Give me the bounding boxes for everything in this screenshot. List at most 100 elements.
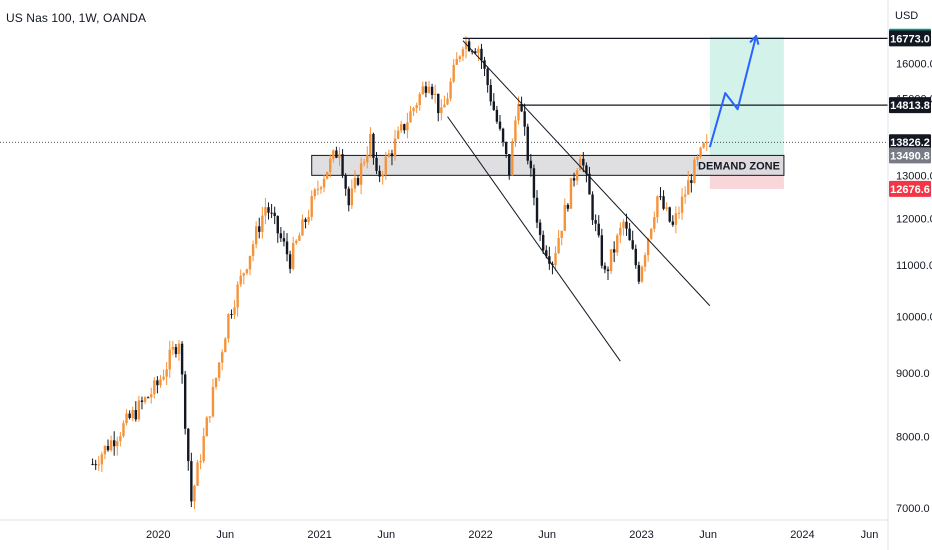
candle-body <box>375 157 378 171</box>
candle-body <box>541 234 545 251</box>
x-tick-label: Jun <box>216 529 234 541</box>
candle-body <box>683 194 687 197</box>
candle-body <box>418 94 421 105</box>
candle <box>227 313 230 343</box>
candle <box>264 197 267 225</box>
candle <box>452 59 455 84</box>
candle <box>174 343 178 358</box>
candle <box>619 222 622 244</box>
candle-body <box>501 128 505 143</box>
candle-body <box>329 158 332 172</box>
stop-badge-text: 12676.6 <box>890 184 930 196</box>
candle-body <box>146 397 150 399</box>
candle-body <box>119 436 122 442</box>
candle-body <box>91 463 94 465</box>
candle <box>406 112 409 139</box>
candle <box>538 219 542 242</box>
projection-arrowhead <box>749 34 760 45</box>
candle-body <box>159 379 162 386</box>
candle-body <box>529 160 533 169</box>
candle-body <box>471 51 474 53</box>
candle-body <box>396 130 400 139</box>
candle-body <box>526 126 529 161</box>
candle-body <box>276 216 279 234</box>
candle-body <box>372 133 375 158</box>
candle-body <box>356 177 360 185</box>
candle <box>116 436 119 456</box>
candle-body <box>563 204 566 231</box>
candle <box>582 152 585 173</box>
candle-body <box>520 104 523 112</box>
candle <box>569 178 573 209</box>
candle <box>369 127 372 158</box>
candle <box>384 151 387 180</box>
candle-body <box>316 189 320 191</box>
candle <box>359 157 363 195</box>
candle <box>298 232 301 242</box>
candle-body <box>282 238 286 242</box>
candle <box>177 339 181 361</box>
candle-body <box>224 338 227 353</box>
candle <box>699 146 702 159</box>
candle-body <box>582 158 585 166</box>
candle-body <box>137 400 141 420</box>
candle-body <box>150 394 153 398</box>
y-tick-label: 12000.0 <box>896 213 932 225</box>
candle <box>295 239 298 245</box>
candle-body <box>653 217 656 229</box>
candle-body <box>254 226 258 245</box>
candle-body <box>665 207 668 209</box>
y-tick-label: 13000.0 <box>896 170 932 182</box>
candle <box>171 340 175 356</box>
candle-body <box>575 170 579 181</box>
candle-body <box>217 362 221 378</box>
candle <box>665 202 668 212</box>
y-tick-label: 8000.0 <box>896 431 930 443</box>
candle-body <box>616 235 619 253</box>
candle <box>529 154 533 177</box>
candle <box>433 84 437 104</box>
candle <box>183 370 187 435</box>
candle <box>650 228 653 241</box>
candle <box>143 395 147 405</box>
candle-body <box>94 464 97 466</box>
candle-body <box>387 153 391 157</box>
candle <box>224 337 227 353</box>
candle <box>557 229 560 254</box>
candle-body <box>353 177 357 189</box>
candle-body <box>393 138 397 157</box>
candle <box>566 203 570 212</box>
level-badge-bg <box>889 97 931 114</box>
candle <box>541 230 545 254</box>
candle <box>134 401 137 422</box>
candle <box>254 221 258 249</box>
candle-body <box>162 376 165 380</box>
candle-body <box>233 307 236 315</box>
candle <box>424 81 428 98</box>
candle <box>304 217 307 229</box>
candle <box>508 153 511 180</box>
candle <box>261 206 264 239</box>
candle <box>504 141 508 158</box>
candle <box>653 211 656 232</box>
candle-body <box>350 188 354 206</box>
candle-body <box>597 223 600 236</box>
candle <box>190 452 193 508</box>
candle-body <box>433 93 437 95</box>
last-price-badge: 13826.2 <box>889 134 931 151</box>
candle-body <box>609 249 613 272</box>
candle <box>230 309 233 319</box>
candle-body <box>671 221 675 225</box>
candle <box>560 230 563 246</box>
candle-body <box>631 240 634 249</box>
candle-body <box>705 142 708 144</box>
candle <box>483 56 486 76</box>
candle-body <box>180 343 184 375</box>
candle-body <box>421 86 425 95</box>
candle <box>319 185 323 194</box>
candle-body <box>125 413 128 424</box>
candle-body <box>650 228 653 239</box>
candle-body <box>634 248 637 266</box>
